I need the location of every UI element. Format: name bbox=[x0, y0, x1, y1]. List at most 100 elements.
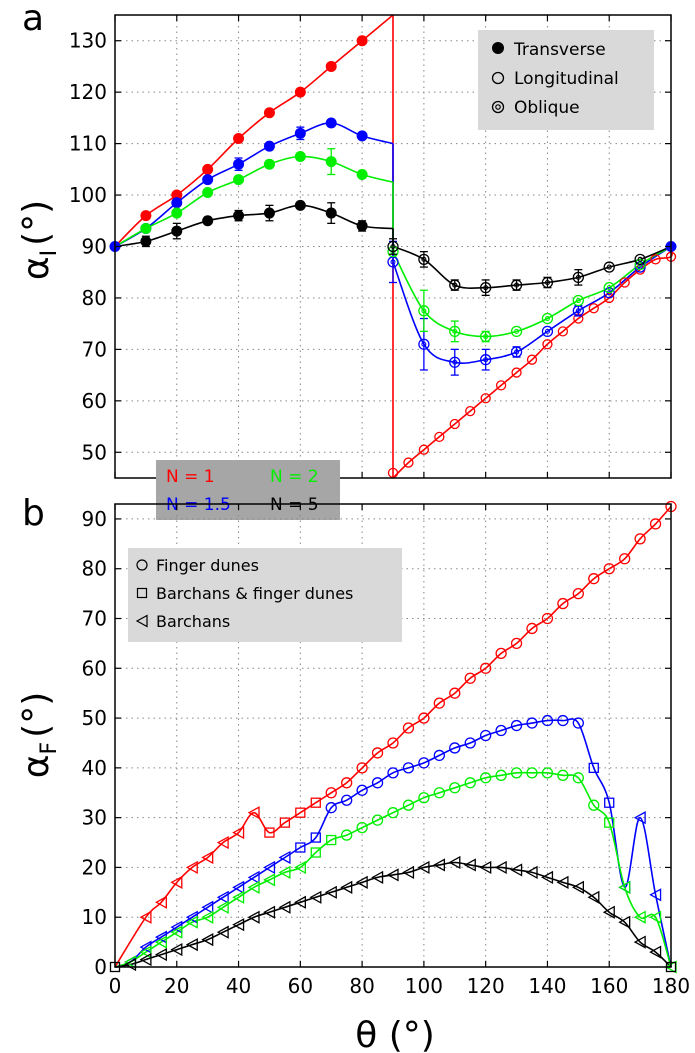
data-point-finger bbox=[541, 714, 554, 727]
data-point-finger bbox=[371, 814, 384, 826]
data-point-transverse bbox=[233, 132, 245, 144]
data-point-finger bbox=[572, 587, 584, 600]
data-point-finger bbox=[541, 612, 554, 625]
panel-b-frame bbox=[114, 503, 672, 968]
n-legend-n15: N = 1.5 bbox=[166, 495, 231, 515]
n-legend-n5: N = 5 bbox=[270, 495, 319, 515]
data-point-finger bbox=[418, 757, 430, 769]
data-point-finger bbox=[449, 687, 461, 699]
data-point-finger bbox=[510, 767, 523, 779]
data-point-transverse bbox=[202, 186, 214, 198]
data-point-oblique-inner bbox=[452, 328, 458, 334]
data-point-barchan bbox=[185, 937, 198, 952]
fit-curve-transverse bbox=[114, 122, 394, 248]
y-tick-label: 70 bbox=[82, 337, 107, 361]
y-tick-label: 60 bbox=[82, 656, 107, 680]
data-point-transverse bbox=[263, 140, 275, 152]
x-tick-label: 40 bbox=[226, 974, 251, 998]
data-point-oblique bbox=[418, 253, 430, 266]
data-point-finger bbox=[402, 722, 415, 734]
data-point-finger bbox=[371, 777, 384, 789]
legend-oblique-label: Oblique bbox=[514, 98, 580, 118]
fit-curve-oblique bbox=[392, 246, 673, 479]
data-point-finger bbox=[387, 737, 399, 749]
data-point-oblique bbox=[603, 261, 615, 273]
data-point-barchan bbox=[232, 825, 245, 840]
data-point-finger bbox=[433, 697, 445, 709]
data-point-longitudinal bbox=[588, 303, 599, 314]
legend-oblique-marker bbox=[491, 100, 505, 114]
data-point-finger bbox=[341, 794, 353, 806]
y-tick-label: 80 bbox=[82, 557, 107, 581]
data-point-barchan bbox=[154, 935, 167, 949]
data-point-transverse bbox=[294, 86, 306, 98]
fit-curve-transverse bbox=[114, 204, 394, 248]
data-point-finger bbox=[341, 829, 353, 841]
data-point-transverse bbox=[263, 207, 275, 219]
data-point-oblique bbox=[572, 294, 584, 307]
y-tick-label: 100 bbox=[69, 183, 107, 207]
x-tick-label: 120 bbox=[467, 974, 505, 998]
data-point-oblique-inner bbox=[514, 349, 520, 355]
data-point-barchan bbox=[247, 880, 260, 894]
data-point-barchan bbox=[556, 875, 569, 889]
data-point-transverse bbox=[325, 156, 337, 168]
legend-barchans-marker bbox=[135, 614, 148, 628]
data-point-barchan bbox=[309, 890, 322, 904]
data-point-finger bbox=[356, 784, 368, 796]
data-point-barchan bbox=[340, 880, 353, 894]
data-point-mixed bbox=[604, 797, 615, 808]
y-tick-label: 20 bbox=[82, 855, 107, 879]
data-point-barchan bbox=[201, 900, 214, 914]
y-tick-label: 80 bbox=[82, 286, 107, 310]
legend-mixed-marker bbox=[136, 587, 148, 599]
fit-curve-oblique bbox=[392, 245, 672, 289]
data-point-transverse bbox=[202, 174, 214, 186]
x-tick-label: 140 bbox=[528, 974, 566, 998]
data-point-oblique-inner bbox=[421, 256, 427, 262]
data-point-barchan bbox=[293, 895, 306, 909]
y-tick-label: 40 bbox=[82, 756, 107, 780]
data-point-barchan bbox=[324, 885, 337, 899]
data-point-barchan bbox=[185, 915, 198, 929]
data-point-finger bbox=[341, 777, 353, 789]
panel-b-curves bbox=[114, 505, 672, 968]
data-point-barchan bbox=[232, 890, 245, 904]
data-point-longitudinal bbox=[418, 444, 430, 455]
n-legend-n2: N = 2 bbox=[270, 467, 319, 487]
data-point-finger bbox=[464, 672, 476, 684]
data-point-finger bbox=[526, 622, 538, 635]
data-point-oblique bbox=[541, 325, 554, 338]
data-point-transverse bbox=[202, 163, 214, 175]
fit-curve-transverse bbox=[114, 14, 394, 248]
data-point-barchan bbox=[216, 925, 229, 939]
y-tick-label: 90 bbox=[82, 235, 107, 259]
data-point-finger bbox=[526, 717, 538, 729]
data-point-oblique-inner bbox=[575, 274, 581, 280]
data-point-finger bbox=[402, 799, 415, 811]
data-point-longitudinal bbox=[495, 380, 507, 391]
data-point-barchan bbox=[510, 863, 523, 877]
y-tick-label: 130 bbox=[69, 29, 107, 53]
data-point-finger bbox=[480, 662, 492, 674]
data-point-transverse bbox=[356, 220, 368, 232]
data-point-oblique-inner bbox=[514, 328, 520, 334]
data-point-barchan bbox=[232, 918, 245, 932]
data-point-longitudinal bbox=[511, 367, 522, 378]
panel-b-letter: b bbox=[22, 493, 45, 534]
data-point-oblique-inner bbox=[483, 333, 489, 340]
data-point-barchan bbox=[494, 860, 507, 875]
data-point-barchan bbox=[139, 945, 152, 959]
data-point-barchan bbox=[154, 895, 167, 909]
data-point-finger bbox=[495, 724, 507, 737]
data-point-mixed bbox=[326, 834, 337, 846]
data-point-longitudinal bbox=[480, 393, 491, 404]
data-point-finger bbox=[464, 737, 476, 749]
data-point-oblique bbox=[449, 325, 461, 338]
panel-b-ylabel: αF(°) bbox=[16, 692, 62, 778]
panel-b-legend: Finger dunes Barchans & finger dunes Bar… bbox=[128, 548, 402, 642]
data-point-barchan bbox=[293, 860, 306, 875]
data-point-finger bbox=[449, 782, 461, 794]
legend-mixed-label: Barchans & finger dunes bbox=[156, 584, 353, 603]
data-point-oblique-inner bbox=[483, 285, 489, 291]
